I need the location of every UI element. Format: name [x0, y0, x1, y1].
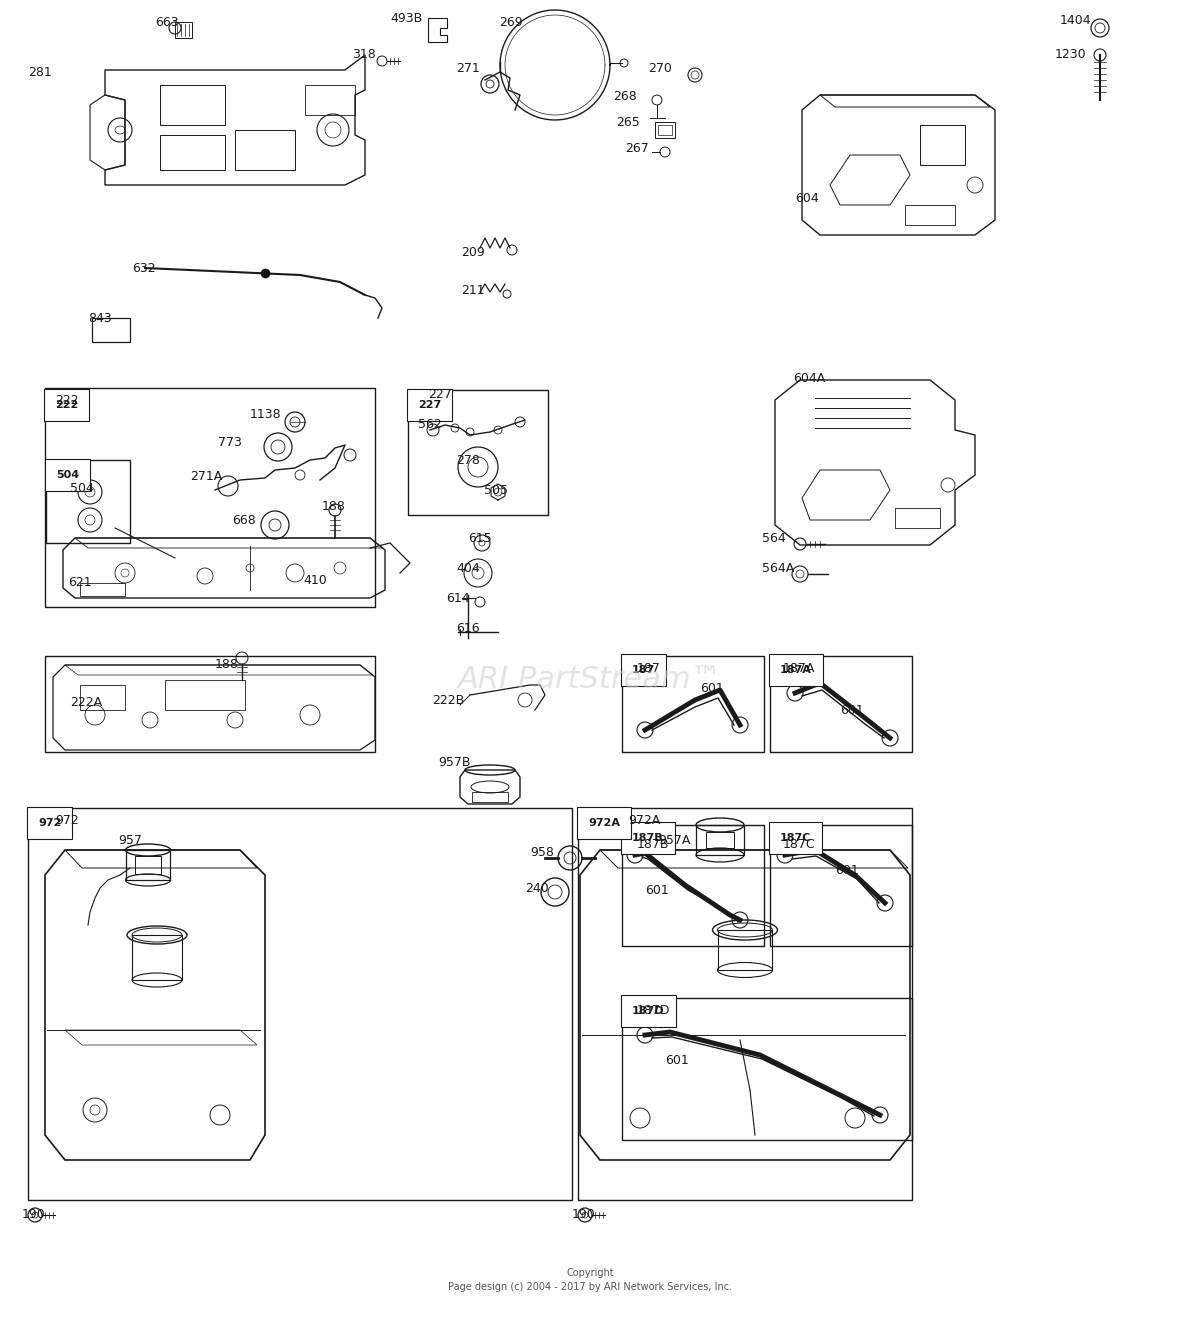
Bar — [472, 791, 509, 802]
Text: 271: 271 — [455, 62, 480, 74]
Bar — [622, 656, 763, 752]
Text: 222B: 222B — [432, 694, 464, 707]
Text: 187D: 187D — [632, 1006, 664, 1016]
Text: 564A: 564A — [762, 562, 794, 575]
Text: 187B: 187B — [632, 834, 663, 843]
Text: 187B: 187B — [637, 839, 669, 852]
Text: 614: 614 — [446, 591, 470, 604]
Bar — [304, 84, 355, 115]
Text: 227: 227 — [428, 389, 452, 401]
Text: 632: 632 — [132, 261, 156, 274]
Text: 187A: 187A — [784, 662, 815, 674]
Text: Copyright
Page design (c) 2004 - 2017 by ARI Network Services, Inc.: Copyright Page design (c) 2004 - 2017 by… — [448, 1268, 732, 1293]
Text: 604: 604 — [795, 191, 819, 204]
Text: 211: 211 — [461, 284, 485, 297]
Text: 972: 972 — [55, 814, 79, 827]
Text: 972: 972 — [38, 818, 61, 828]
Text: 265: 265 — [616, 116, 640, 128]
Bar — [160, 135, 225, 170]
Text: 972A: 972A — [588, 818, 620, 828]
Text: 504: 504 — [70, 481, 94, 495]
Bar — [45, 388, 375, 607]
Text: 271A: 271A — [190, 470, 222, 483]
Text: 972A: 972A — [628, 814, 661, 827]
Text: 493B: 493B — [391, 12, 422, 25]
Text: 601: 601 — [840, 703, 864, 716]
Text: 278: 278 — [455, 454, 480, 467]
Text: 227: 227 — [418, 400, 441, 410]
Text: 410: 410 — [303, 575, 327, 587]
Bar — [80, 583, 125, 596]
Bar — [771, 656, 912, 752]
Bar — [578, 809, 912, 1200]
Bar — [135, 856, 160, 874]
Text: 958: 958 — [530, 845, 553, 859]
Text: 190: 190 — [22, 1208, 46, 1221]
Text: ARI PartStream™: ARI PartStream™ — [458, 666, 722, 695]
Bar — [920, 125, 965, 165]
Text: 505: 505 — [484, 484, 509, 496]
Text: 187: 187 — [632, 665, 655, 675]
Text: 957: 957 — [118, 834, 142, 847]
Bar — [771, 824, 912, 946]
Text: 615: 615 — [468, 533, 492, 546]
Bar — [160, 84, 225, 125]
Text: 222A: 222A — [70, 696, 103, 710]
Bar — [46, 460, 130, 543]
Text: 1138: 1138 — [250, 409, 282, 422]
Text: 270: 270 — [648, 62, 671, 74]
Text: 187C: 187C — [780, 834, 812, 843]
Text: 190: 190 — [572, 1208, 596, 1221]
Bar — [706, 832, 734, 848]
Text: 1230: 1230 — [1055, 49, 1087, 62]
Text: 281: 281 — [28, 66, 52, 79]
Text: 269: 269 — [499, 16, 523, 29]
Text: 601: 601 — [645, 884, 669, 897]
Bar — [92, 318, 130, 342]
Text: 222: 222 — [55, 400, 78, 410]
Bar — [28, 809, 572, 1200]
Text: 663: 663 — [155, 16, 178, 29]
Text: 188: 188 — [215, 658, 238, 671]
Text: 187: 187 — [637, 662, 661, 674]
Text: 668: 668 — [232, 514, 256, 528]
Bar — [175, 22, 192, 38]
Text: 562: 562 — [418, 418, 441, 431]
Text: 773: 773 — [218, 437, 242, 450]
Text: 504: 504 — [55, 470, 79, 480]
Bar — [655, 121, 675, 138]
Text: 268: 268 — [612, 91, 637, 103]
Bar — [622, 998, 912, 1140]
Bar — [45, 656, 375, 752]
Text: 616: 616 — [455, 621, 479, 634]
Text: 187C: 187C — [784, 839, 815, 852]
Text: 222: 222 — [55, 393, 79, 406]
Text: 564: 564 — [762, 532, 786, 545]
Text: 957A: 957A — [658, 834, 690, 847]
Bar — [80, 685, 125, 710]
Bar — [658, 125, 671, 135]
Text: 187A: 187A — [780, 665, 812, 675]
Bar — [622, 824, 763, 946]
Text: 957B: 957B — [438, 756, 471, 769]
Text: 188: 188 — [322, 500, 346, 513]
Text: 187D: 187D — [637, 1004, 670, 1017]
Text: 604A: 604A — [793, 372, 825, 385]
Text: 267: 267 — [625, 141, 649, 154]
Text: 240: 240 — [525, 881, 549, 894]
Bar — [894, 508, 940, 528]
Bar — [905, 204, 955, 226]
Text: 1404: 1404 — [1060, 13, 1092, 26]
Text: 621: 621 — [68, 576, 92, 590]
Bar — [165, 681, 245, 710]
Bar — [235, 131, 295, 170]
Text: 843: 843 — [88, 311, 112, 324]
Text: 601: 601 — [835, 864, 859, 877]
Text: 601: 601 — [700, 682, 723, 695]
Text: 209: 209 — [461, 247, 485, 260]
Text: 404: 404 — [455, 562, 480, 575]
Text: 318: 318 — [352, 49, 375, 62]
Text: 601: 601 — [666, 1054, 689, 1067]
Bar — [408, 390, 548, 514]
